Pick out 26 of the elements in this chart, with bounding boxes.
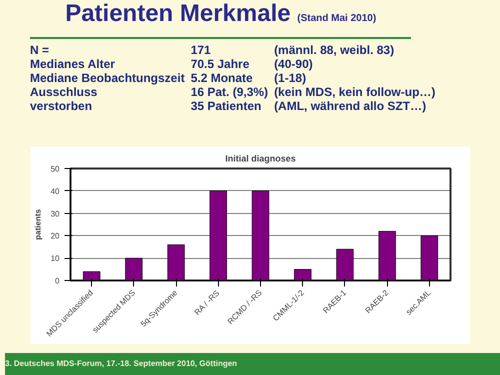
x-tick-label: RA / -RS xyxy=(192,288,222,317)
text: Mediane Beobachtungszeit xyxy=(30,71,186,85)
y-tick-label: 20 xyxy=(50,232,60,241)
text: 171 xyxy=(190,43,212,57)
text: 35 Patienten xyxy=(190,99,262,113)
y-tick-label: 10 xyxy=(50,254,60,264)
text: verstorben xyxy=(30,99,94,113)
text: 70.5 Jahre xyxy=(190,57,250,71)
text: 5.2 Monate xyxy=(190,71,254,85)
text: N = xyxy=(30,43,50,57)
y-axis-title: patients xyxy=(34,208,43,240)
y-tick-label: 0 xyxy=(55,276,60,286)
y-tick-label: 50 xyxy=(50,164,60,174)
text: 16 Pat. (9,3%) xyxy=(190,85,270,99)
text: (AML, während allo SZT…) xyxy=(274,99,428,113)
chart-subtitle: Initial diagnoses xyxy=(225,154,296,164)
chart-title: Patienten Merkmale (Stand Mai 2010) xyxy=(64,0,378,29)
text: 3. Deutsches MDS-Forum, 17.-18. September 2010, Göttingen xyxy=(5,358,238,370)
text: (1-18) xyxy=(274,71,308,85)
text: (männl. 88, weibl. 83) xyxy=(274,43,396,57)
text: Ausschluss xyxy=(30,85,98,99)
text: Medianes Alter xyxy=(30,57,116,71)
y-tick-label: 40 xyxy=(50,186,60,196)
text: (40-90) xyxy=(274,57,314,71)
y-tick-label: 30 xyxy=(50,209,60,218)
text: (kein MDS, kein follow-up…) xyxy=(274,85,436,99)
